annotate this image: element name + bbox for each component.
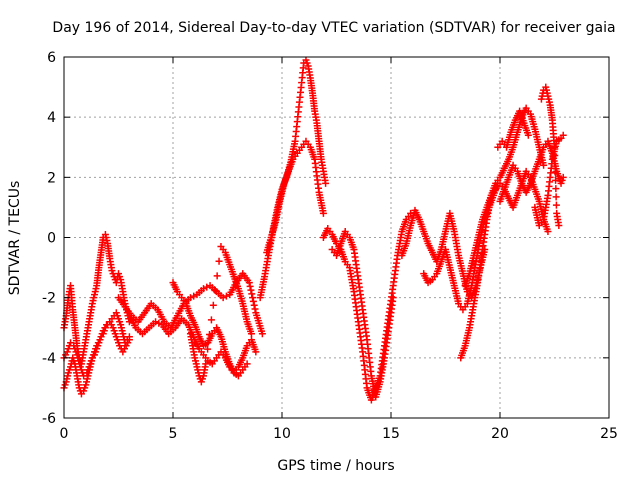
data-point <box>155 319 163 327</box>
series-track-s <box>494 107 532 151</box>
y-tick-label: -4 <box>42 351 56 367</box>
series-track-f <box>169 279 260 377</box>
data-point <box>551 143 558 151</box>
data-point <box>206 331 214 339</box>
series-track-r <box>537 83 563 229</box>
data-point <box>190 292 198 300</box>
data-point <box>213 272 221 280</box>
data-point <box>246 282 254 290</box>
data-point <box>249 297 257 305</box>
data-point <box>559 173 567 181</box>
series-track-k <box>328 227 397 401</box>
y-tick-label: -6 <box>42 411 56 427</box>
data-point <box>211 287 219 295</box>
data-point <box>207 316 215 324</box>
data-point <box>204 345 212 353</box>
x-tick-label: 10 <box>273 426 291 442</box>
series-track-o <box>461 167 552 290</box>
series-track-j <box>319 209 415 404</box>
data-point <box>258 330 266 338</box>
y-tick-label: 4 <box>47 110 56 126</box>
data-point <box>551 160 559 168</box>
data-point <box>245 279 253 287</box>
data-point <box>524 131 532 139</box>
y-axis-label: SDTVAR / TECUs <box>7 181 23 296</box>
data-point <box>125 336 133 344</box>
series-track-e <box>125 312 251 380</box>
data-point <box>552 176 560 184</box>
axis-ticks: 0 5 10 15 20 25 -6 -4 -2 0 2 4 6 <box>42 50 618 442</box>
data-point <box>540 161 548 169</box>
y-tick-label: 2 <box>47 170 56 186</box>
series-track-g <box>186 243 255 386</box>
data-point <box>209 301 217 309</box>
data-point <box>319 209 327 217</box>
data-point <box>249 294 257 302</box>
data-point <box>248 290 256 298</box>
data-point <box>551 168 559 176</box>
data-point <box>247 330 255 338</box>
data-point <box>559 131 567 139</box>
data-point <box>544 227 552 235</box>
data-point <box>215 257 223 265</box>
data-series <box>60 56 567 404</box>
data-point <box>251 305 259 313</box>
data-point <box>222 292 230 300</box>
data-point <box>252 348 260 356</box>
data-point <box>250 301 258 309</box>
series-track-h <box>256 56 330 302</box>
series-track-c <box>60 318 133 380</box>
data-point <box>152 318 160 326</box>
x-tick-label: 0 <box>60 426 69 442</box>
data-point <box>202 360 210 368</box>
x-tick-label: 5 <box>169 426 178 442</box>
series-track-l <box>398 206 489 302</box>
data-point <box>247 286 255 294</box>
data-point <box>389 294 397 302</box>
series-track-i <box>263 137 327 257</box>
y-tick-label: -2 <box>42 291 56 307</box>
y-tick-label: 6 <box>47 50 56 66</box>
data-point <box>552 185 560 193</box>
data-point <box>555 221 563 229</box>
chart-title: Day 196 of 2014, Sidereal Day-to-day VTE… <box>52 20 615 36</box>
x-tick-label: 20 <box>491 426 509 442</box>
x-tick-label: 25 <box>600 426 618 442</box>
data-point <box>552 193 560 201</box>
data-point <box>243 360 251 368</box>
grid <box>64 57 609 418</box>
data-point <box>219 294 227 302</box>
data-point <box>322 179 330 187</box>
data-point <box>552 201 560 209</box>
data-point <box>551 152 559 160</box>
x-tick-label: 15 <box>382 426 400 442</box>
x-axis-label: GPS time / hours <box>277 458 394 474</box>
y-tick-label: 0 <box>47 231 56 247</box>
data-point <box>200 285 208 293</box>
data-point <box>186 294 194 302</box>
